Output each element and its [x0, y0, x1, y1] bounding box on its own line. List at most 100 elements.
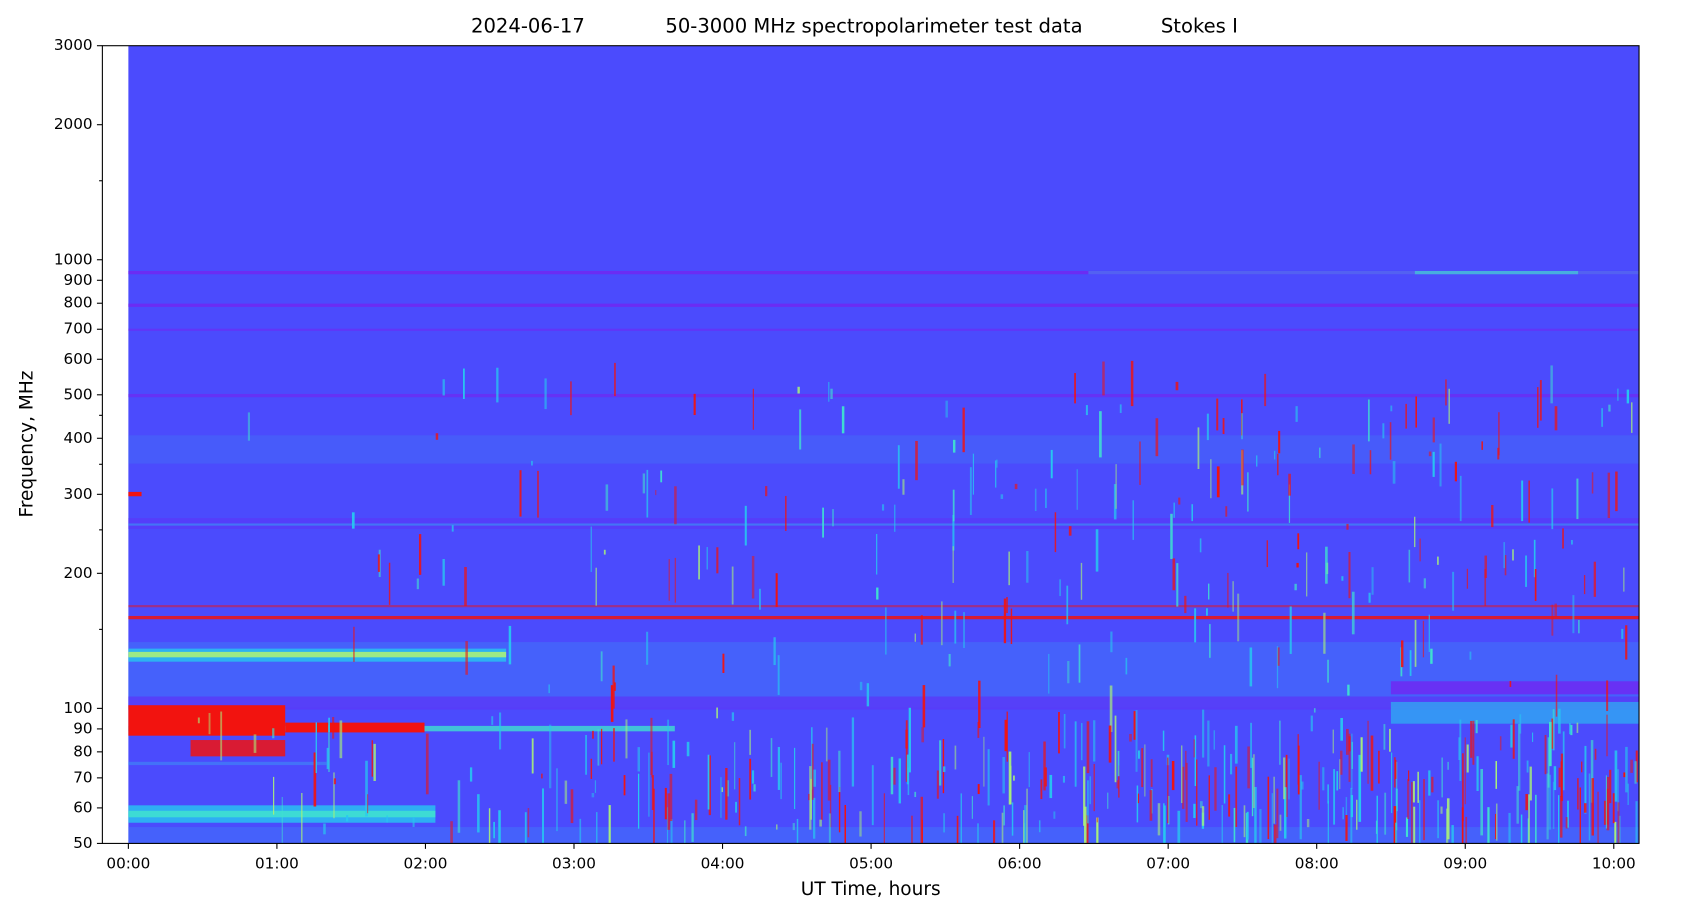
title: 2024-06-17 50-3000 MHz spectropolarimete…: [471, 15, 1238, 38]
spectrum-streak: [1149, 790, 1153, 821]
spectrum-streak: [1428, 770, 1431, 796]
y-tick-label: 80: [73, 742, 92, 760]
spectrum-streak: [556, 768, 558, 832]
spectrum-streak: [1228, 794, 1231, 817]
spectrum-streak: [674, 557, 677, 603]
spectrum-streak: [1408, 549, 1411, 583]
spectrum-streak: [945, 400, 948, 418]
spectrum-streak: [952, 546, 954, 583]
spectrum-streak: [773, 637, 776, 666]
spectrum-streak: [1085, 405, 1088, 416]
spectrum-streak: [1525, 555, 1527, 587]
spectrum-streak: [1415, 396, 1417, 428]
spectrum-streak: [1547, 737, 1550, 788]
spectrum-streak: [1227, 572, 1229, 608]
spectrum-streak: [1583, 575, 1586, 595]
spectrum-streak: [780, 762, 782, 800]
spectrum-streak: [1043, 741, 1046, 791]
spectrum-streak: [1135, 710, 1138, 772]
spectrum-band: [128, 761, 327, 766]
spectrum-streak: [353, 626, 355, 662]
spectrum-streak: [1340, 750, 1343, 775]
spectrum-streak: [936, 770, 939, 799]
spectrum-streak: [752, 388, 754, 430]
spectrum-streak: [1213, 730, 1215, 750]
spectrogram: [102, 45, 1640, 844]
spectrum-streak: [1358, 754, 1362, 822]
spectrum-streak: [1000, 494, 1004, 499]
spectrum-streak: [365, 760, 368, 817]
spectrum-streak: [921, 727, 925, 743]
spectrum-streak: [686, 741, 690, 757]
spectrum-streak: [1459, 475, 1462, 522]
spectrum-streak: [1470, 720, 1473, 758]
spectrum-streak: [914, 791, 917, 798]
spectrum-streak: [1591, 778, 1594, 836]
spectrum-streak: [1241, 413, 1243, 440]
spectrum-streak: [1237, 593, 1240, 642]
spectrum-streak: [1201, 806, 1205, 826]
spectrum-streak: [977, 784, 980, 795]
spectrum-streak: [1200, 801, 1203, 809]
spectrum-streak: [1348, 551, 1351, 599]
spectrum-streak: [1256, 455, 1258, 467]
spectrum-streak: [1318, 761, 1320, 810]
spectrum-streak: [1008, 751, 1012, 805]
spectrum-streak: [1451, 825, 1454, 844]
spectrum-streak: [1011, 802, 1014, 836]
spectrum-streak: [1118, 765, 1120, 798]
spectrum-streak: [1413, 806, 1416, 844]
spectrum-streak: [1367, 720, 1369, 784]
spectrum-streak: [1617, 388, 1619, 401]
spectrum-streak: [1408, 770, 1410, 782]
spectrum-streak: [667, 719, 669, 766]
spectrum-streak: [1144, 744, 1146, 797]
spectrum-streak: [595, 567, 597, 606]
spectrum-streak: [1083, 766, 1086, 826]
spectrum-streak: [614, 362, 616, 397]
spectrum-streak: [1576, 722, 1579, 733]
spectrum-streak: [1630, 759, 1633, 773]
spectrum-streak: [1014, 483, 1018, 490]
spectrum-streak: [890, 756, 894, 795]
spectrum-streak: [1445, 379, 1447, 406]
spectrum-band: [128, 615, 1640, 620]
spectrum-streak: [346, 815, 349, 822]
spectrum-streak: [1614, 750, 1618, 802]
spectrum-streak: [527, 808, 530, 838]
x-tick-label: 05:00: [849, 855, 893, 873]
spectrum-streak: [995, 459, 998, 468]
spectrum-streak: [1461, 807, 1464, 844]
spectrum-streak: [1627, 783, 1629, 805]
spectrum-streak: [1529, 766, 1532, 801]
spectrum-streak: [735, 801, 737, 813]
spectrum-streak: [1279, 814, 1282, 831]
spectrum-streak: [594, 780, 597, 793]
spectrum-streak: [906, 754, 909, 785]
spectrum-streak: [1117, 750, 1120, 777]
spectrum-streak: [1423, 779, 1425, 841]
spectrum-streak: [1608, 404, 1611, 412]
spectrum-streak: [1155, 418, 1159, 457]
spectrum-streak: [1558, 795, 1560, 844]
spectrum-streak: [1222, 417, 1225, 435]
spectrum-streak: [1243, 805, 1246, 838]
spectrum-band: [285, 722, 425, 733]
spectrum-streak: [1130, 360, 1134, 407]
spectrum-streak: [948, 653, 951, 667]
spectrum-streak: [625, 719, 628, 759]
spectrum-streak: [777, 655, 780, 695]
spectrum-streak: [1503, 542, 1506, 569]
spectrum-streak: [1446, 798, 1450, 840]
spectrum-streak: [1635, 750, 1638, 783]
x-tick-label: 08:00: [1295, 855, 1339, 873]
spectrum-streak: [570, 381, 572, 416]
x-tick-label: 10:00: [1592, 855, 1636, 873]
spectrum-streak: [1480, 768, 1483, 836]
spectrum-streak: [1504, 555, 1507, 576]
spectrum-streak: [549, 724, 552, 789]
spectrum-streak: [1193, 739, 1195, 758]
spectrum-streak: [323, 823, 326, 835]
title-date: 2024-06-17: [471, 15, 585, 38]
spectrum-streak: [498, 810, 501, 844]
